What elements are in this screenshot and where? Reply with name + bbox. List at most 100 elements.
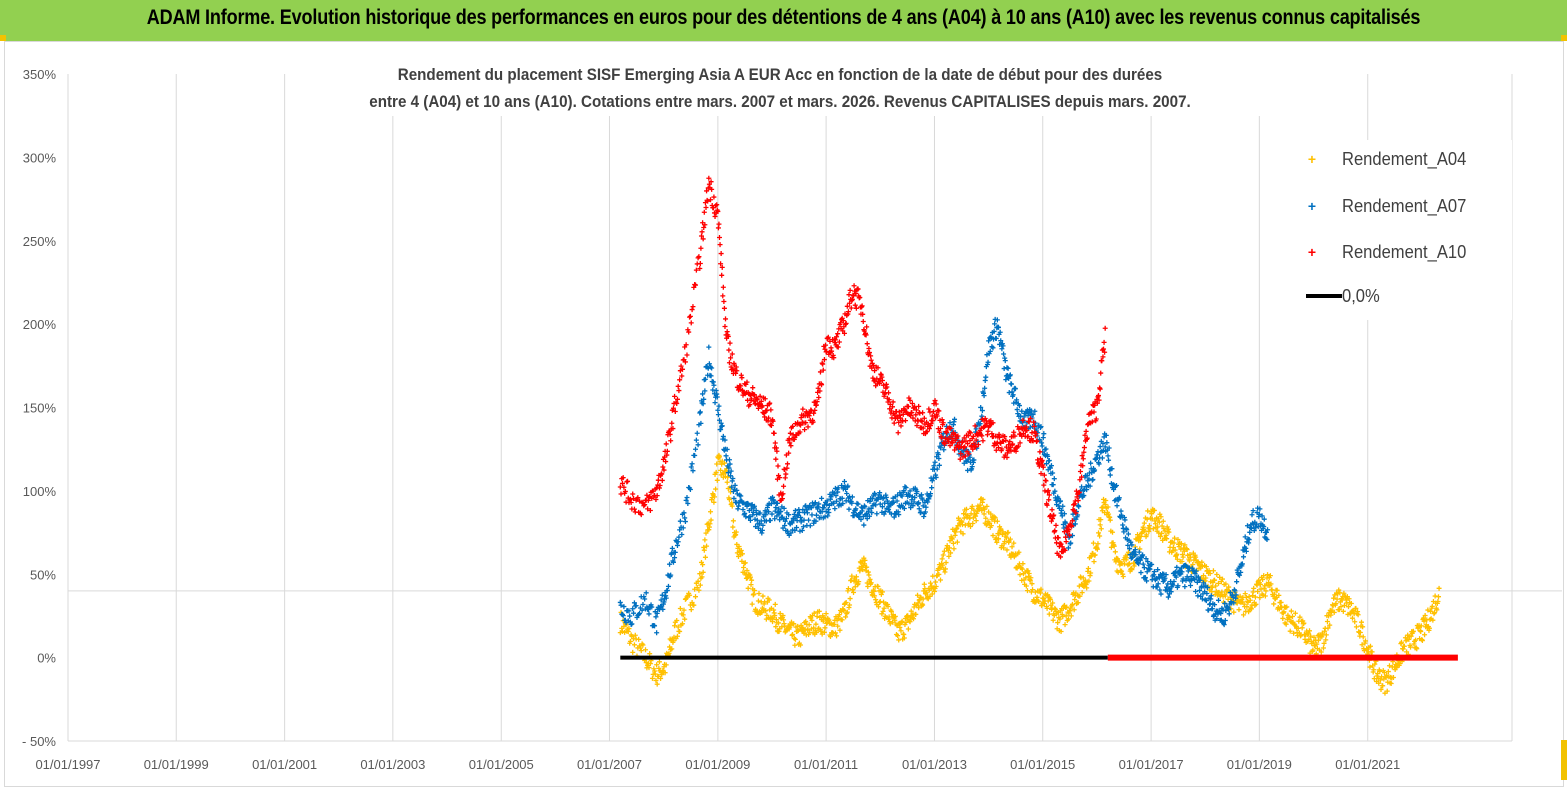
data-point — [1136, 549, 1142, 555]
data-point — [1435, 599, 1441, 605]
data-point — [1047, 597, 1053, 603]
data-point — [859, 303, 865, 309]
data-point — [856, 579, 862, 585]
data-point — [1357, 630, 1363, 636]
data-point — [1144, 578, 1150, 584]
data-point — [772, 440, 778, 446]
data-point — [844, 609, 850, 615]
data-point — [726, 347, 732, 353]
data-point — [1333, 601, 1339, 607]
data-point — [1080, 456, 1086, 462]
data-point — [1359, 642, 1365, 648]
data-point — [795, 623, 801, 629]
data-point — [1226, 611, 1232, 617]
data-point — [1011, 429, 1017, 435]
data-point — [810, 419, 816, 425]
data-point — [997, 329, 1003, 335]
data-point — [747, 574, 753, 580]
data-point — [722, 324, 728, 330]
data-point — [773, 456, 779, 462]
data-point — [618, 602, 624, 608]
data-point — [1045, 488, 1051, 494]
data-point — [728, 468, 734, 474]
data-point — [1171, 540, 1177, 546]
data-point — [1162, 575, 1168, 581]
data-point — [1262, 593, 1268, 599]
data-point — [1062, 622, 1068, 628]
data-point — [690, 468, 696, 474]
data-point — [813, 512, 819, 518]
data-point — [1348, 600, 1354, 606]
data-point — [657, 482, 663, 488]
data-point — [782, 522, 788, 528]
data-point — [677, 527, 683, 533]
data-point — [925, 499, 931, 505]
data-point — [958, 451, 964, 457]
data-point — [1038, 471, 1044, 477]
data-point — [881, 605, 887, 611]
data-point — [677, 606, 683, 612]
data-point — [1029, 430, 1035, 436]
data-point — [1204, 591, 1210, 597]
data-point — [1432, 609, 1438, 615]
data-point — [1174, 551, 1180, 557]
chart-title: Rendement du placement SISF Emerging Asi… — [300, 62, 1260, 116]
data-point — [1241, 612, 1247, 618]
data-point — [788, 530, 794, 536]
data-point — [672, 393, 678, 399]
data-point — [1002, 358, 1008, 364]
data-point — [680, 366, 686, 372]
data-point — [1105, 453, 1111, 459]
x-axis-ticks: 01/01/1997 01/01/1999 01/01/2001 01/01/2003… — [35, 757, 1400, 772]
data-point — [1068, 613, 1074, 619]
data-point — [979, 433, 985, 439]
data-point — [1005, 365, 1011, 371]
data-point — [929, 591, 935, 597]
data-point — [835, 331, 841, 337]
data-point — [947, 443, 953, 449]
data-point — [701, 547, 707, 553]
data-point — [1369, 649, 1375, 655]
data-point — [870, 362, 876, 368]
data-point — [656, 659, 662, 665]
data-point — [1004, 547, 1010, 553]
data-point — [674, 633, 680, 639]
data-point — [851, 590, 857, 596]
data-point — [679, 373, 685, 379]
data-point — [1237, 593, 1243, 599]
data-point — [1159, 530, 1165, 536]
data-point — [1428, 608, 1434, 614]
data-point — [792, 636, 798, 642]
y-tick-label: 50% — [30, 567, 56, 582]
data-point — [1257, 581, 1263, 587]
data-point — [1019, 566, 1025, 572]
data-point — [1096, 397, 1102, 403]
data-point — [727, 461, 733, 467]
data-point — [1010, 392, 1016, 398]
data-point — [818, 628, 824, 634]
data-point — [754, 397, 760, 403]
data-point — [1170, 582, 1176, 588]
data-point — [999, 346, 1005, 352]
data-point — [915, 600, 921, 606]
data-point — [940, 552, 946, 558]
data-point — [1014, 397, 1020, 403]
data-point — [1267, 573, 1273, 579]
data-point — [1116, 495, 1122, 501]
data-point — [672, 623, 678, 629]
data-point — [751, 392, 757, 398]
data-point — [845, 586, 851, 592]
data-point — [1239, 561, 1245, 567]
data-point — [926, 426, 932, 432]
data-point — [992, 321, 998, 327]
data-point — [825, 513, 831, 519]
data-point — [885, 604, 891, 610]
data-point — [930, 418, 936, 424]
data-point — [1091, 409, 1097, 415]
data-point — [718, 467, 724, 473]
data-point — [712, 214, 718, 220]
data-point — [622, 488, 628, 494]
y-tick-label: 200% — [23, 317, 57, 332]
data-point — [700, 391, 706, 397]
data-point — [819, 382, 825, 388]
